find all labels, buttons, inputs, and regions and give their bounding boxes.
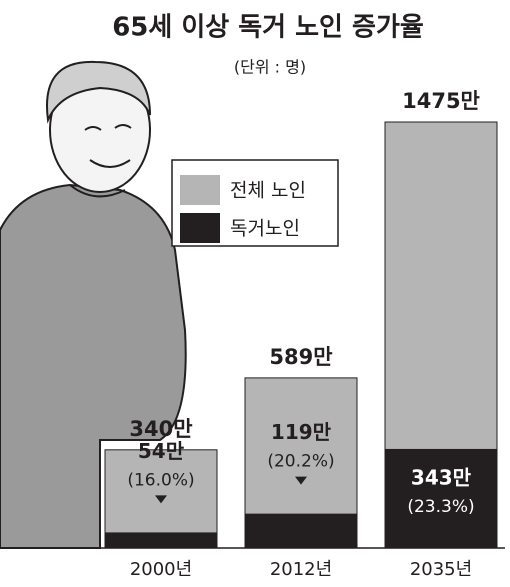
bar-solitary bbox=[245, 514, 357, 548]
legend-swatch bbox=[180, 213, 220, 243]
solitary-label: 54만 bbox=[138, 439, 185, 463]
x-tick-label: 2000년 bbox=[130, 559, 192, 580]
legend-label: 독거노인 bbox=[230, 218, 300, 240]
x-tick-label: 2035년 bbox=[410, 559, 472, 580]
share-label: (23.3%) bbox=[407, 497, 474, 517]
total-label: 340만 bbox=[129, 417, 192, 441]
share-label: (16.0%) bbox=[127, 470, 194, 490]
chart-title: 65세 이상 독거 노인 증가율 bbox=[112, 13, 424, 43]
solitary-label: 119만 bbox=[271, 420, 332, 444]
chart: 65세 이상 독거 노인 증가율 (단위 : 명) 전체 노인독거노인340만5… bbox=[0, 0, 510, 587]
solitary-label: 343만 bbox=[411, 465, 472, 489]
bar-solitary bbox=[105, 532, 217, 548]
chart-subtitle: (단위 : 명) bbox=[234, 58, 306, 77]
legend-label: 전체 노인 bbox=[230, 180, 306, 202]
total-label: 1475만 bbox=[402, 89, 480, 113]
legend-swatch bbox=[180, 175, 220, 205]
share-label: (20.2%) bbox=[267, 452, 334, 472]
total-label: 589만 bbox=[269, 345, 332, 369]
x-tick-label: 2012년 bbox=[270, 559, 332, 580]
